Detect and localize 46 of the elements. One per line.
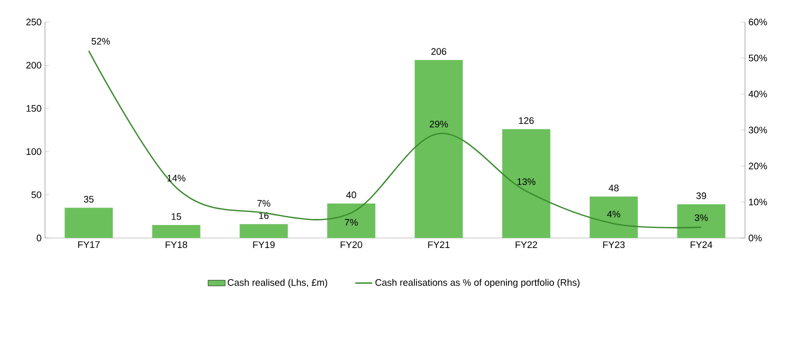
- data-label: 7%: [344, 218, 358, 226]
- data-label: 126: [519, 117, 534, 124]
- data-label: 29%: [430, 120, 448, 128]
- bar: [327, 203, 376, 238]
- x-tick-label: FY23: [603, 241, 625, 248]
- bar: [502, 129, 550, 238]
- bar: [152, 225, 200, 238]
- y2-tick-label: 20%: [748, 162, 767, 170]
- x-tick-label: FY22: [516, 241, 538, 248]
- legend-label: Cash realisations as % of opening portfolio (Rhs): [375, 278, 580, 288]
- data-label: 39: [696, 192, 706, 200]
- x-tick-label: FY17: [78, 241, 100, 248]
- y-tick-label: 100: [26, 148, 42, 155]
- y2-tick-label: 40%: [748, 90, 767, 98]
- y2-tick-label: 0%: [748, 234, 762, 242]
- x-tick-label: FY18: [166, 241, 188, 248]
- legend-label: Cash realised (Lhs, £m): [228, 278, 328, 288]
- y2-tick-label: 50%: [748, 54, 767, 62]
- x-tick-label: FY24: [690, 241, 712, 248]
- data-label: 15: [172, 213, 182, 220]
- data-label: 40: [346, 192, 356, 198]
- x-tick-label: FY20: [340, 241, 362, 248]
- x-tick-label: FY21: [428, 241, 450, 248]
- bar: [590, 196, 638, 238]
- bar: [677, 204, 726, 238]
- data-label: 13%: [518, 178, 536, 186]
- bar: [240, 224, 288, 238]
- data-label: 48: [608, 184, 619, 192]
- y-tick-label: 0: [36, 234, 42, 242]
- data-label: 35: [84, 196, 94, 203]
- data-label: 7%: [257, 200, 270, 207]
- y-tick-label: 250: [26, 18, 42, 26]
- data-label: 52%: [92, 38, 110, 45]
- data-label: 206: [431, 48, 446, 55]
- y-tick-label: 200: [26, 62, 42, 69]
- x-tick-label: FY19: [253, 241, 275, 248]
- bar: [64, 208, 113, 238]
- y-tick-label: 50: [31, 191, 42, 198]
- y2-tick-label: 10%: [749, 198, 767, 206]
- y2-tick-label: 60%: [748, 18, 767, 26]
- data-label: 3%: [694, 214, 708, 222]
- data-label: 4%: [607, 210, 620, 218]
- bar: [414, 60, 463, 238]
- data-label: 14%: [168, 174, 186, 182]
- y2-tick-label: 30%: [748, 126, 767, 134]
- y-tick-label: 150: [26, 105, 42, 112]
